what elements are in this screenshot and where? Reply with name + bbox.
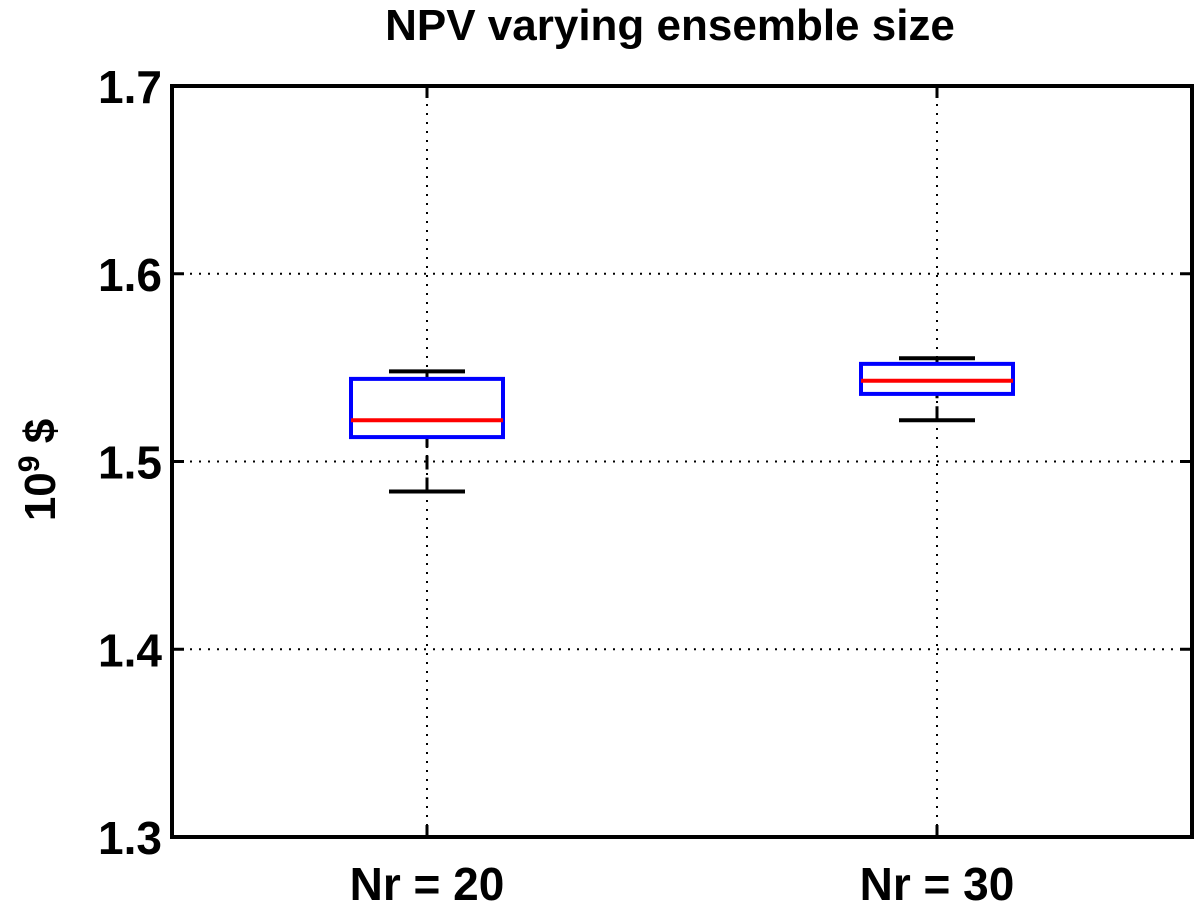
x-tick-label: Nr = 20: [350, 858, 505, 906]
y-axis-label-base: 10: [16, 472, 65, 521]
y-axis-label-unit: $: [16, 419, 65, 456]
chart-title: NPV varying ensemble size: [385, 1, 955, 50]
y-tick-label: 1.3: [98, 812, 162, 864]
box-plots: [349, 356, 1015, 494]
y-axis-label-exponent: 9: [13, 456, 46, 473]
y-tick-label: 1.5: [98, 437, 162, 489]
y-axis-label: 109 $: [13, 419, 65, 521]
x-tick-label: Nr = 30: [860, 858, 1015, 906]
y-tick-labels: 1.3 1.4 1.5 1.6 1.7: [98, 61, 162, 864]
plot-frame: [170, 84, 1194, 839]
interquartile-box: [349, 376, 505, 440]
x-tick-labels: Nr = 20 Nr = 30: [350, 858, 1015, 906]
box-plot-2: [859, 356, 1015, 423]
box-plot-1: [349, 369, 505, 494]
y-tick-label: 1.4: [98, 624, 162, 676]
grid-lines: [172, 84, 1192, 839]
y-tick-label: 1.6: [98, 249, 162, 301]
y-tick-label: 1.7: [98, 61, 162, 113]
